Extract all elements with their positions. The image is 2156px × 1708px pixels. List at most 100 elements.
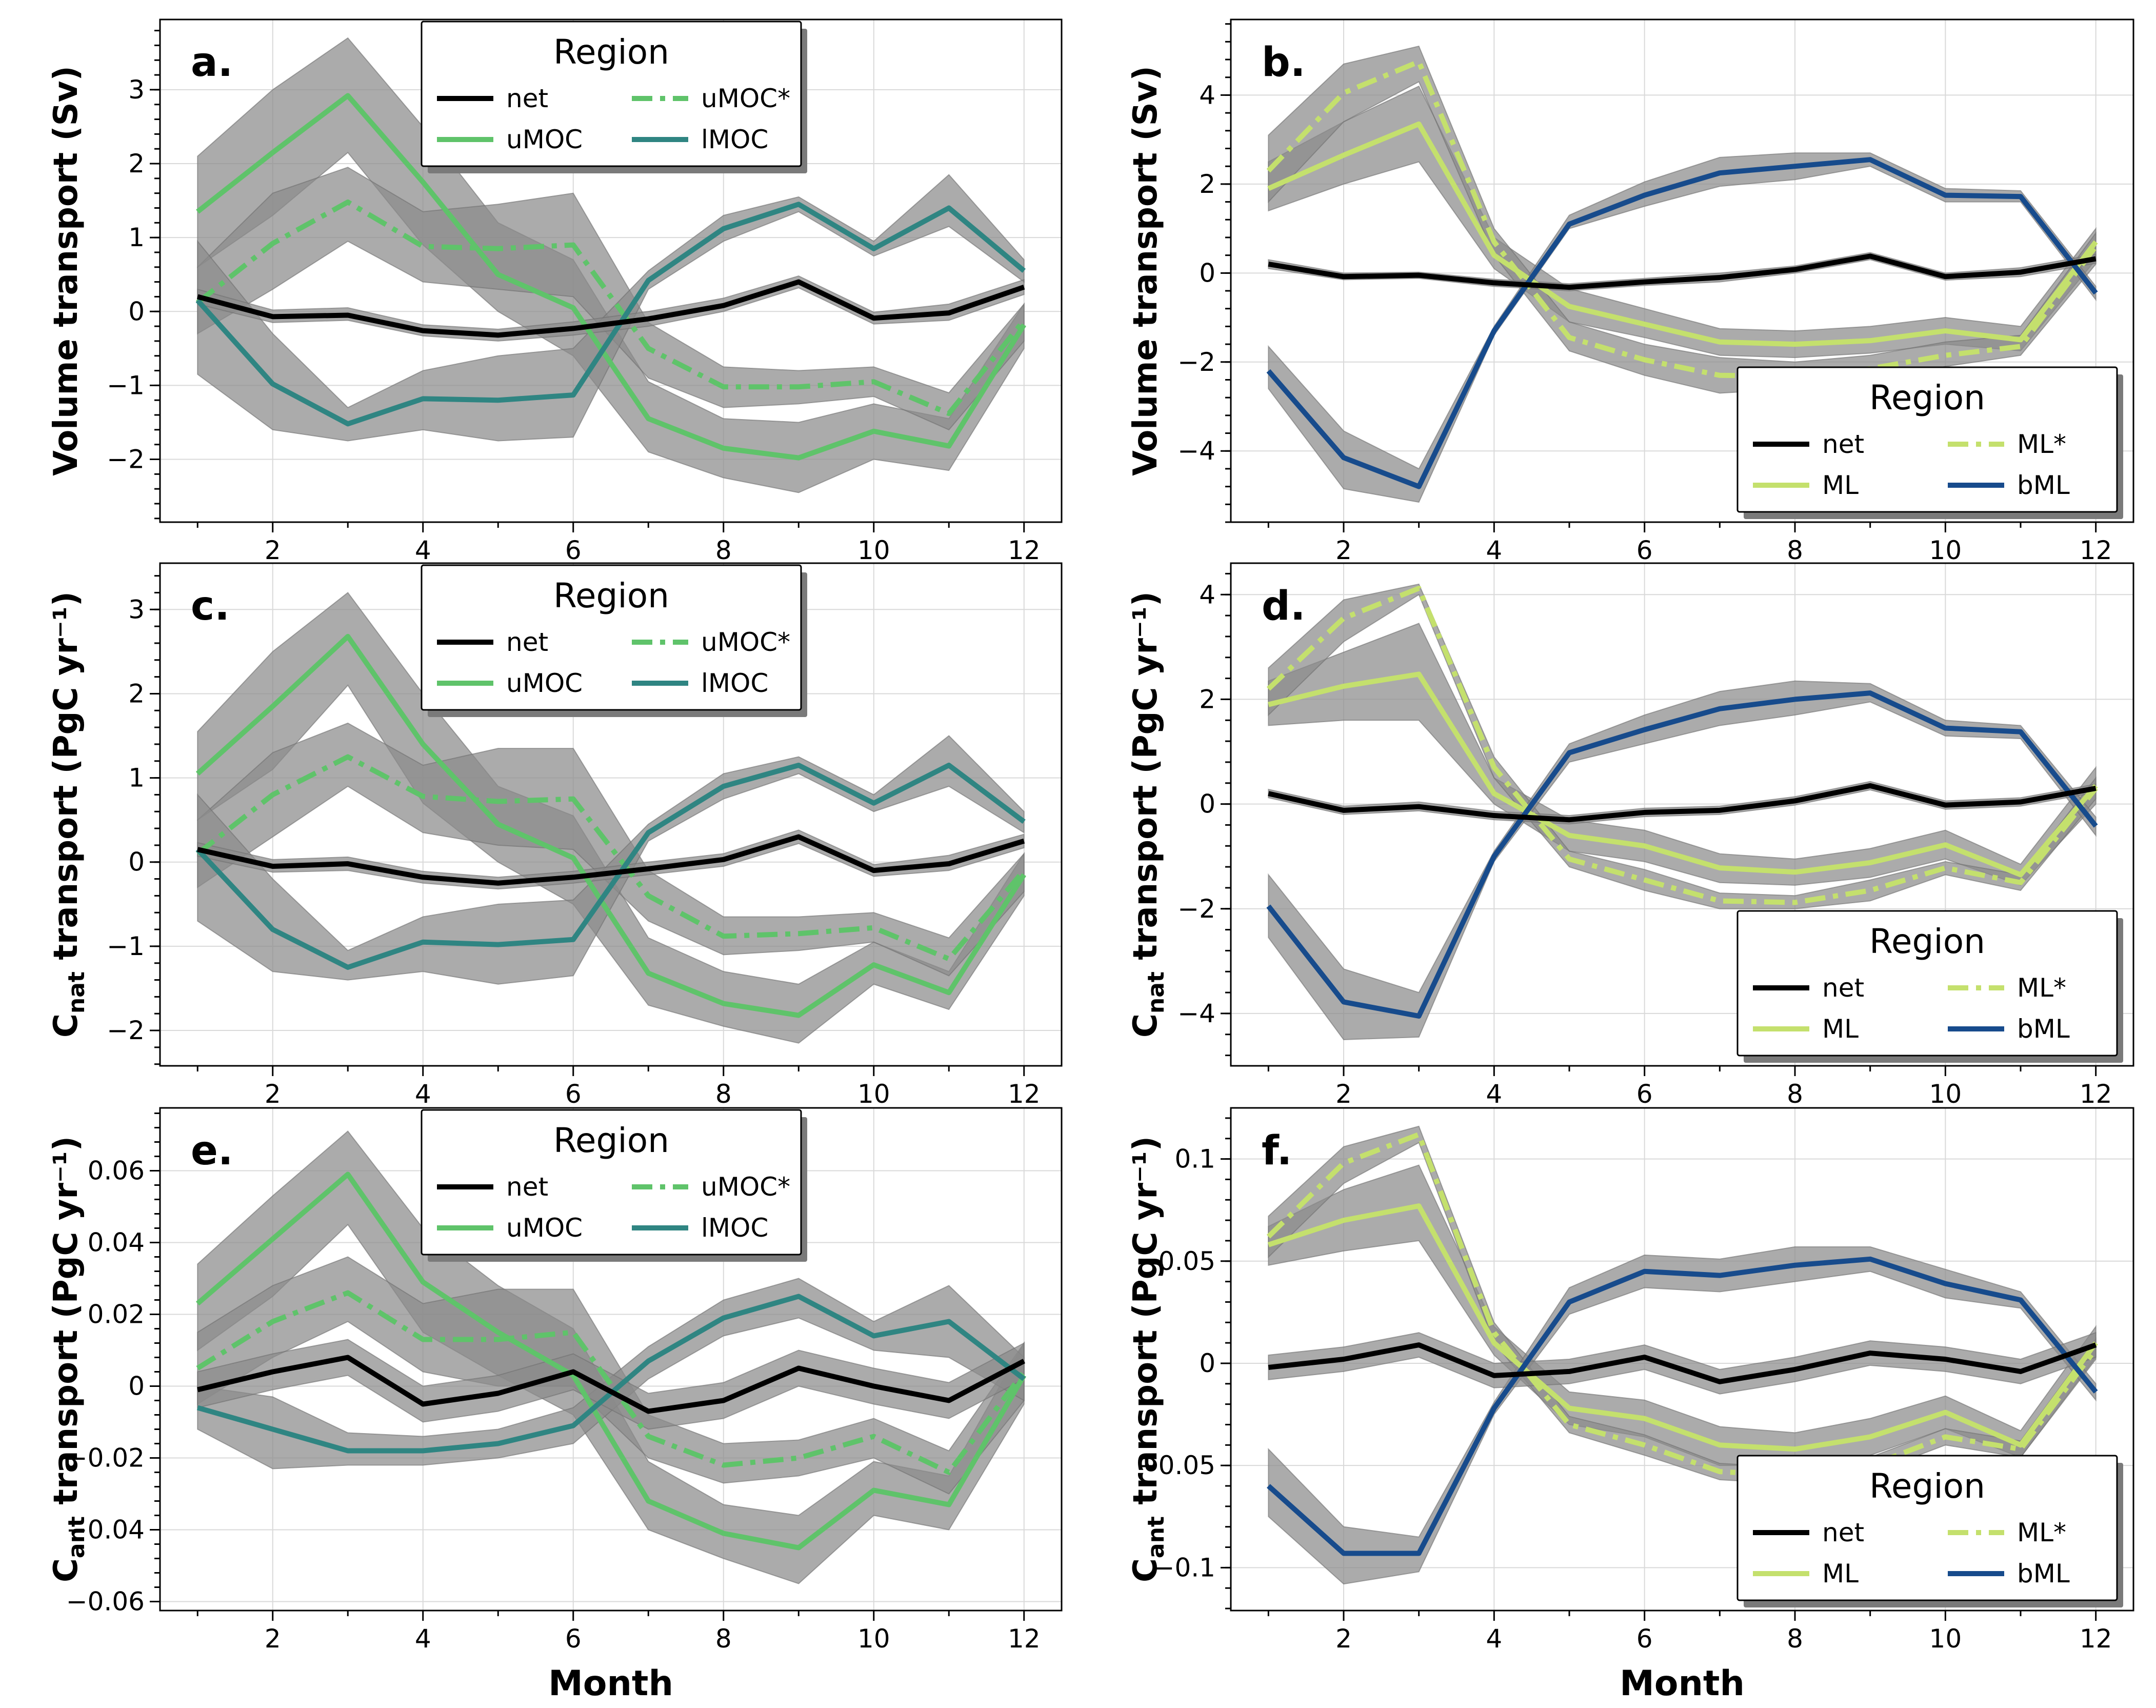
x-tick-label: 12 — [1008, 535, 1041, 565]
x-axis-label: Month — [548, 1663, 673, 1704]
legend-box — [421, 564, 802, 711]
x-tick-label: 10 — [857, 1079, 890, 1109]
series-line-net — [196, 279, 1025, 338]
y-tick-label: −1 — [107, 370, 145, 400]
panel-label: e. — [191, 1128, 233, 1174]
x-tick-label: 12 — [2080, 535, 2112, 565]
x-tick-label: 10 — [1929, 1079, 1962, 1109]
series-line-bml — [1266, 157, 2098, 489]
x-axis-label: Month — [1620, 1663, 1745, 1704]
panel-label: d. — [1262, 583, 1305, 629]
x-tick-label: 2 — [1335, 1624, 1352, 1654]
y-tick-label: 0.04 — [88, 1228, 145, 1258]
series-line-ml-star — [1266, 586, 2098, 905]
x-tick-label: 4 — [1486, 1079, 1502, 1109]
y-axis-label-main: Volume transport (Sv) — [1127, 66, 1165, 475]
series-line-net — [197, 834, 1025, 886]
legend-label: lMOC — [701, 125, 768, 154]
legend-label: uMOC* — [701, 627, 790, 657]
plot-frame — [1230, 562, 2134, 1067]
legend-title: Region — [1869, 922, 1985, 961]
legend-label: ML* — [2017, 429, 2066, 459]
panel-d: 2 4 6 8 10 12 −4 −2 0 2 4 Cnat transport (PgC yr⁻¹)… — [1127, 562, 2134, 1109]
legend-label: ML — [1822, 470, 1859, 500]
x-tick-label: 8 — [715, 1079, 732, 1109]
y-tick-label: 2 — [128, 149, 145, 178]
x-tick-label: 10 — [857, 535, 890, 565]
y-tick-label: −2 — [1177, 894, 1215, 924]
y-tick-label: −4 — [1177, 436, 1215, 466]
band-lmoc — [197, 735, 1025, 985]
x-tick-label: 4 — [415, 1624, 431, 1654]
panel-label: c. — [191, 583, 230, 629]
y-axis-label-main: C — [1127, 1558, 1165, 1582]
y-tick-label: 2 — [1199, 684, 1215, 714]
legend-title: Region — [553, 1121, 669, 1160]
band-umoc-star — [197, 722, 1025, 977]
y-axis-label-subscript: nat — [1143, 971, 1169, 1014]
series-line-bml — [1266, 1256, 2098, 1556]
series-line-ml-star — [1266, 59, 2098, 379]
legend-label: net — [1822, 429, 1864, 459]
series-line-umoc-star — [196, 754, 1026, 962]
y-tick-label: 0 — [1199, 258, 1215, 288]
legend-label: net — [1822, 1518, 1864, 1547]
y-tick-label: −0.06 — [66, 1587, 145, 1617]
legend-label: ML — [1822, 1014, 1859, 1044]
series-line-umoc — [195, 633, 1026, 1018]
y-tick-label: −1 — [107, 931, 145, 961]
panel-label: a. — [191, 39, 233, 86]
x-tick-label: 6 — [565, 535, 582, 565]
plot-frame — [159, 1107, 1063, 1612]
legend-label: bML — [2017, 1014, 2070, 1044]
y-axis-label: Cnat transport (PgC yr⁻¹) — [1127, 591, 1169, 1038]
y-tick-label: 1 — [128, 763, 145, 793]
legend-box — [1736, 366, 2118, 513]
series-line-ml — [1267, 121, 2098, 347]
x-tick-label: 8 — [1787, 535, 1803, 565]
y-axis-label-tail: transport (PgC yr⁻¹) — [47, 1136, 85, 1516]
y-tick-label: 0 — [128, 1372, 145, 1401]
y-axis-label-main: C — [47, 1558, 85, 1582]
legend-title: Region — [553, 576, 669, 615]
y-tick-label: −4 — [1177, 999, 1215, 1028]
x-tick-label: 10 — [1929, 1624, 1962, 1654]
x-tick-label: 6 — [1636, 1079, 1653, 1109]
y-tick-label: −0.1 — [1153, 1553, 1215, 1582]
x-tick-label: 12 — [2080, 1624, 2112, 1654]
panel-label: f. — [1262, 1128, 1292, 1174]
legend-label: uMOC — [506, 668, 583, 698]
legend-label: ML* — [2017, 1518, 2066, 1547]
x-tick-label: 8 — [1787, 1079, 1803, 1109]
legend-box — [1736, 910, 2118, 1057]
legend-label: bML — [2017, 1559, 2070, 1588]
y-axis-label: Volume transport (Sv) — [47, 66, 85, 475]
series-line-ml — [1267, 1203, 2098, 1452]
legend-label: uMOC* — [701, 1172, 790, 1202]
legend-label: uMOC — [506, 1213, 583, 1243]
x-tick-label: 4 — [415, 1079, 431, 1109]
y-tick-label: 3 — [128, 75, 145, 105]
x-tick-label: 8 — [1787, 1624, 1803, 1654]
band-bml — [1268, 1246, 2097, 1585]
x-tick-label: 12 — [1008, 1624, 1041, 1654]
y-tick-label: −0.05 — [1137, 1451, 1215, 1480]
y-tick-label: 0.02 — [88, 1300, 145, 1329]
panel-e: 2 4 6 8 10 12−0.06−0.04−0.0200.020.040.06Cant… — [47, 1107, 1063, 1704]
legend-box — [421, 1109, 802, 1256]
x-tick-label: 12 — [2080, 1079, 2112, 1109]
y-axis-label: Cant transport (PgC yr⁻¹) — [1127, 1136, 1169, 1582]
x-tick-label: 2 — [265, 1624, 281, 1654]
legend-box — [421, 21, 802, 167]
series-line-umoc-star — [196, 199, 1026, 416]
y-tick-label: −0.04 — [66, 1515, 145, 1545]
y-tick-label: −2 — [1177, 347, 1215, 377]
y-tick-label: −2 — [107, 1016, 145, 1045]
y-tick-label: 0 — [1199, 789, 1215, 819]
legend-label: lMOC — [701, 668, 768, 698]
y-axis-label-subscript: ant — [1143, 1516, 1169, 1558]
y-axis-label-tail: transport (PgC yr⁻¹) — [1127, 591, 1165, 971]
